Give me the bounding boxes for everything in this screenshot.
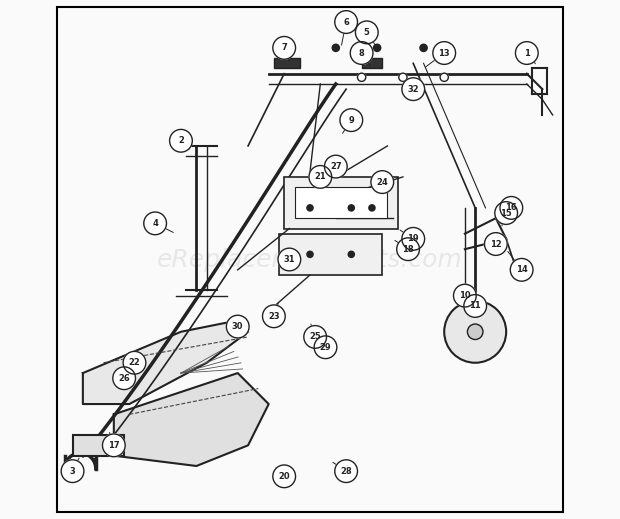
Circle shape <box>433 42 456 64</box>
Text: 14: 14 <box>516 265 528 275</box>
Circle shape <box>510 258 533 281</box>
Circle shape <box>484 233 507 255</box>
Text: 7: 7 <box>281 44 287 52</box>
Circle shape <box>335 460 358 483</box>
Circle shape <box>350 42 373 64</box>
Circle shape <box>335 11 358 33</box>
Text: 11: 11 <box>469 302 481 310</box>
Circle shape <box>440 73 448 81</box>
Circle shape <box>444 301 506 363</box>
Circle shape <box>402 78 425 101</box>
Circle shape <box>144 212 167 235</box>
Text: 4: 4 <box>152 219 158 228</box>
Text: 12: 12 <box>490 239 502 249</box>
Circle shape <box>113 367 136 390</box>
Text: 5: 5 <box>364 28 370 37</box>
Circle shape <box>495 202 518 224</box>
Circle shape <box>371 171 394 194</box>
Text: 30: 30 <box>232 322 244 331</box>
Text: eReplacementParts.com: eReplacementParts.com <box>157 248 463 271</box>
Circle shape <box>314 336 337 359</box>
Circle shape <box>369 205 375 211</box>
Text: 28: 28 <box>340 467 352 475</box>
Circle shape <box>170 129 192 152</box>
Circle shape <box>278 248 301 271</box>
Circle shape <box>348 251 355 257</box>
Circle shape <box>399 73 407 81</box>
Text: 15: 15 <box>500 209 512 217</box>
Text: 8: 8 <box>359 48 365 58</box>
Circle shape <box>515 42 538 64</box>
Text: 20: 20 <box>278 472 290 481</box>
Circle shape <box>402 227 425 250</box>
Circle shape <box>307 251 313 257</box>
Circle shape <box>102 434 125 457</box>
Text: 2: 2 <box>178 136 184 145</box>
Circle shape <box>304 325 327 348</box>
Polygon shape <box>83 321 248 404</box>
Circle shape <box>373 44 381 51</box>
Text: 24: 24 <box>376 177 388 186</box>
Circle shape <box>61 460 84 483</box>
Circle shape <box>309 166 332 188</box>
Circle shape <box>324 155 347 178</box>
Circle shape <box>123 351 146 374</box>
Text: 17: 17 <box>108 441 120 450</box>
Bar <box>294 187 388 218</box>
Polygon shape <box>114 373 268 466</box>
Text: 18: 18 <box>402 244 414 254</box>
Text: 16: 16 <box>505 203 517 212</box>
Circle shape <box>467 324 483 339</box>
Circle shape <box>500 197 523 219</box>
Text: 22: 22 <box>128 358 140 367</box>
Text: 27: 27 <box>330 162 342 171</box>
Circle shape <box>273 465 296 488</box>
Circle shape <box>307 205 313 211</box>
Text: 26: 26 <box>118 374 130 383</box>
Circle shape <box>453 284 476 307</box>
Circle shape <box>337 23 345 31</box>
Text: 29: 29 <box>320 343 331 352</box>
Text: 31: 31 <box>283 255 295 264</box>
Text: 23: 23 <box>268 312 280 321</box>
Bar <box>361 58 383 69</box>
Text: 13: 13 <box>438 48 450 58</box>
Circle shape <box>262 305 285 327</box>
Circle shape <box>464 295 487 317</box>
Text: 1: 1 <box>524 48 529 58</box>
Circle shape <box>273 36 296 59</box>
Circle shape <box>332 44 339 51</box>
Bar <box>279 234 383 275</box>
Circle shape <box>358 73 366 81</box>
Bar <box>284 177 398 228</box>
Text: 25: 25 <box>309 333 321 342</box>
Circle shape <box>355 21 378 44</box>
Circle shape <box>420 44 427 51</box>
Text: 3: 3 <box>69 467 76 475</box>
Circle shape <box>226 315 249 338</box>
Text: 6: 6 <box>343 18 349 26</box>
Bar <box>73 435 124 456</box>
Text: 32: 32 <box>407 85 419 93</box>
Text: 21: 21 <box>314 172 326 182</box>
Circle shape <box>397 238 420 261</box>
Text: 10: 10 <box>459 291 471 300</box>
Text: 19: 19 <box>407 235 419 243</box>
Text: 9: 9 <box>348 116 354 125</box>
Circle shape <box>340 109 363 131</box>
Bar <box>274 58 299 69</box>
Circle shape <box>348 205 355 211</box>
